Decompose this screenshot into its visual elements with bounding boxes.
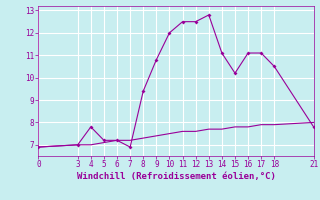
X-axis label: Windchill (Refroidissement éolien,°C): Windchill (Refroidissement éolien,°C)	[76, 172, 276, 181]
